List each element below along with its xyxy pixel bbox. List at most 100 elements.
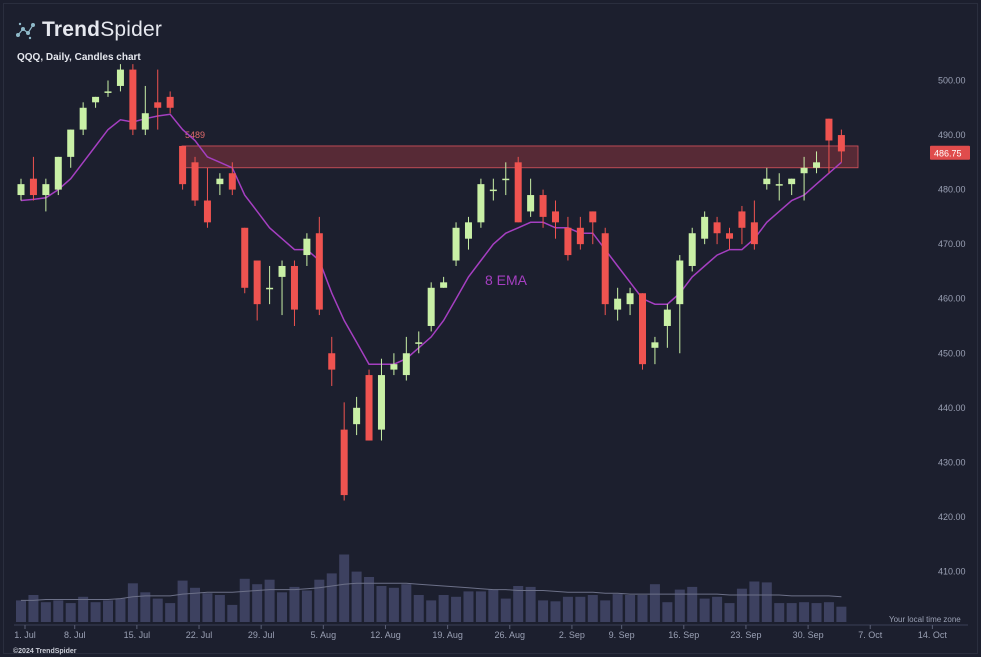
chart-frame <box>3 3 978 654</box>
volume-bar <box>786 603 797 622</box>
candle-body <box>477 184 485 223</box>
candle-body <box>266 287 274 290</box>
volume-bar <box>550 601 561 622</box>
volume-bar <box>65 603 76 622</box>
candle-body <box>278 265 286 277</box>
volume-bar <box>625 595 636 622</box>
candle-body <box>763 178 771 185</box>
candle-body <box>738 211 746 228</box>
candle-body <box>589 211 597 223</box>
chart-subtitle: QQQ, Daily, Candles chart <box>17 52 141 63</box>
candle-body <box>775 184 783 186</box>
volume-bar <box>202 593 213 622</box>
volume-bar <box>401 584 412 622</box>
volume-bar <box>438 595 449 622</box>
candle-body <box>551 211 559 223</box>
volume-bar <box>538 600 549 622</box>
y-tick-label: 410.00 <box>938 566 966 576</box>
y-tick-label: 420.00 <box>938 512 966 522</box>
volume-bar <box>426 600 437 622</box>
x-tick-label: 22. Jul <box>186 630 213 640</box>
candle-body <box>253 260 261 305</box>
candle-body <box>116 69 124 86</box>
volume-bar <box>587 595 598 622</box>
y-tick-label: 480.00 <box>938 185 966 195</box>
candle-body <box>42 184 50 196</box>
volume-bar <box>252 584 263 622</box>
volume-bar <box>475 591 486 622</box>
candle-body <box>788 178 796 185</box>
y-tick-label: 500.00 <box>938 76 966 86</box>
volume-bar <box>40 602 51 622</box>
volume-ma-line <box>21 582 842 601</box>
candle-body <box>141 113 149 130</box>
candle-body <box>203 200 211 223</box>
candle-body <box>191 162 199 201</box>
candle-body <box>639 293 646 365</box>
timezone-note: Your local time zone <box>889 615 961 624</box>
volume-bar <box>264 579 275 622</box>
candle-body <box>514 162 522 223</box>
volume-bar <box>500 598 511 622</box>
volume-bar <box>637 595 648 622</box>
volume-bar <box>127 583 138 622</box>
candle-body <box>701 216 709 239</box>
volume-bar <box>513 586 524 622</box>
candle-body <box>303 238 311 256</box>
candle-body <box>800 167 808 174</box>
candle-body <box>290 265 298 310</box>
volume-bar <box>687 586 698 622</box>
candle-body <box>527 195 535 212</box>
volume-bar <box>823 602 834 622</box>
volume-bar <box>376 586 387 622</box>
volume-bar <box>239 578 250 622</box>
volume-bar <box>277 592 288 622</box>
candle-body <box>464 222 472 239</box>
volume-bar <box>78 596 89 622</box>
trendspider-logo-icon <box>16 22 35 40</box>
volume-bar <box>214 595 225 622</box>
candle-body <box>365 375 373 441</box>
volume-bar <box>140 592 151 622</box>
candle-body <box>688 233 696 266</box>
x-tick-label: 15. Jul <box>124 630 151 640</box>
volume-bar <box>351 571 362 622</box>
y-tick-label: 490.00 <box>938 130 966 140</box>
x-tick-label: 14. Oct <box>918 630 948 640</box>
volume-bar <box>177 580 188 622</box>
volume-bar <box>774 603 785 622</box>
volume-bar <box>53 600 64 622</box>
candle-body <box>614 298 622 310</box>
volume-bar <box>712 596 723 622</box>
volume-bar <box>388 587 399 622</box>
x-tick-label: 16. Sep <box>668 630 699 640</box>
volume-bar <box>90 602 101 622</box>
x-tick-label: 23. Sep <box>730 630 761 640</box>
candle-body <box>92 96 100 103</box>
candle-body <box>452 227 460 261</box>
x-tick-label: 9. Sep <box>609 630 635 640</box>
volume-bar <box>836 606 847 622</box>
volume-bar <box>662 602 673 622</box>
candle-body <box>340 429 348 496</box>
candle-body <box>353 407 361 425</box>
x-tick-label: 26. Aug <box>495 630 526 640</box>
x-tick-label: 29. Jul <box>248 630 275 640</box>
candle-body <box>377 375 385 430</box>
y-tick-label: 470.00 <box>938 239 966 249</box>
volume-bar <box>749 581 760 622</box>
candle-body <box>402 353 410 376</box>
candle-body <box>166 96 174 108</box>
last-price-label: 486.75 <box>934 148 962 158</box>
volume-bar <box>16 600 26 622</box>
brand: TrendSpider <box>14 16 162 44</box>
brand-name: TrendSpider <box>42 18 163 41</box>
candle-body <box>415 342 423 344</box>
volume-bar <box>761 582 772 622</box>
candle-body <box>315 233 323 310</box>
volume-bar <box>575 596 586 622</box>
candle-body <box>104 91 112 93</box>
volume-bar <box>28 595 39 622</box>
volume-bar <box>463 591 474 622</box>
